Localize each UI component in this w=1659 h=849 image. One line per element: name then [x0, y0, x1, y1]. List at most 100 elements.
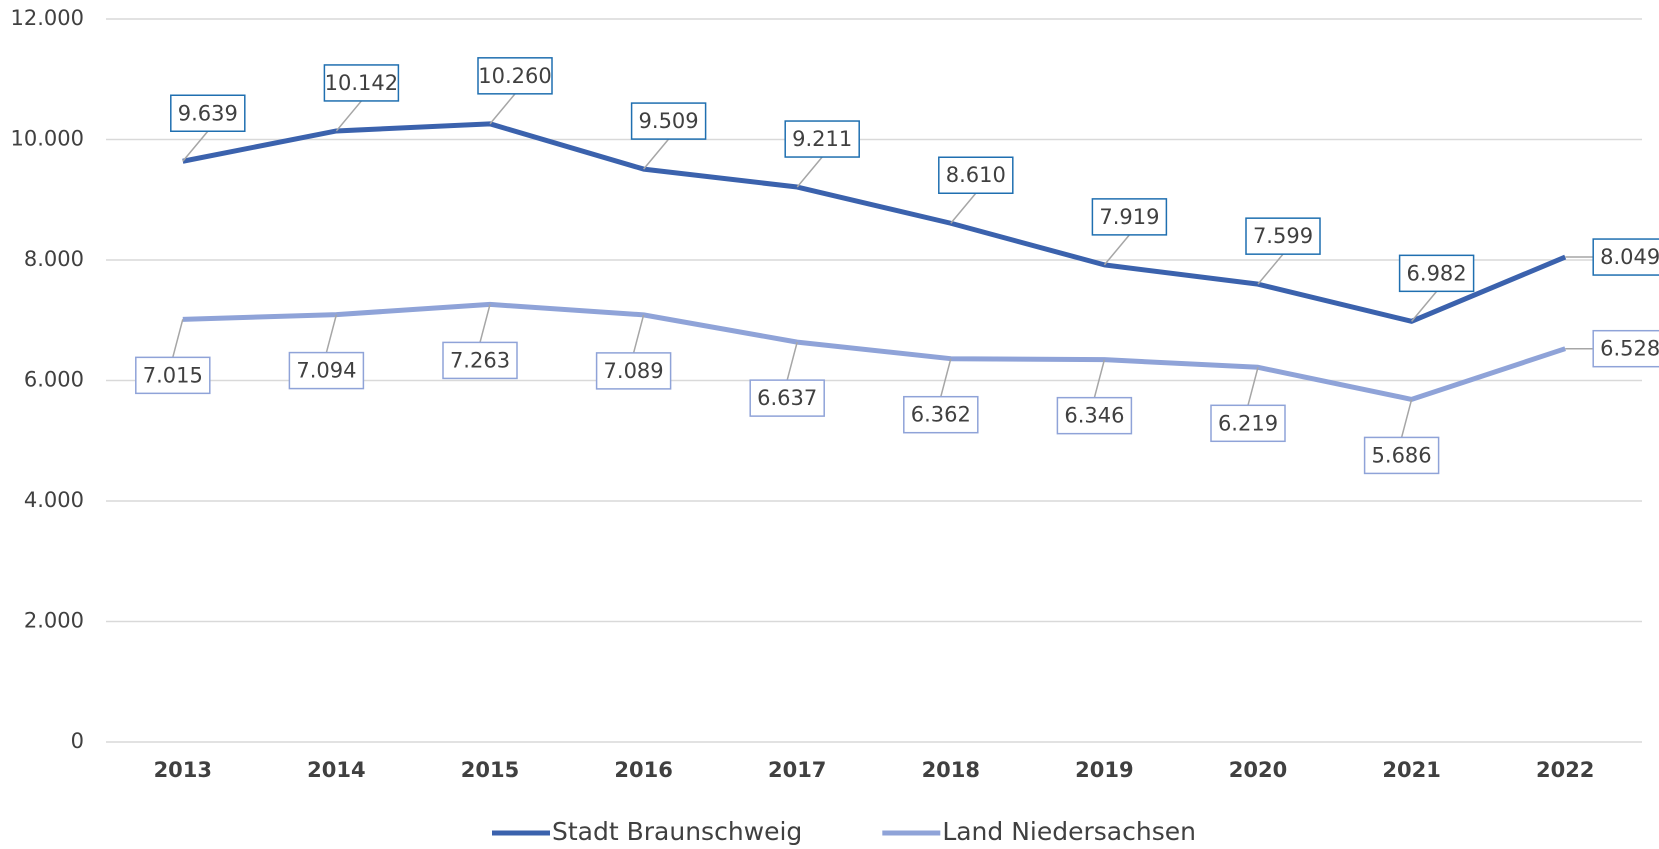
label-box — [1592, 329, 1659, 368]
data-label: 9.639 — [170, 94, 246, 162]
leader-line — [1093, 359, 1106, 398]
y-tick-label: 6.000 — [24, 368, 84, 392]
label-box — [784, 120, 860, 158]
y-tick-label: 2.000 — [24, 609, 84, 633]
label-box — [595, 352, 672, 390]
data-label: 10.142 — [323, 64, 400, 132]
x-tick-label: 2022 — [1536, 758, 1594, 782]
data-label: 9.509 — [630, 102, 707, 170]
y-tick-label: 0 — [71, 729, 84, 753]
data-label: 6.637 — [749, 341, 825, 417]
label-box — [1398, 254, 1475, 293]
y-tick-label: 10.000 — [11, 127, 84, 151]
value-label: 6.346 — [1064, 404, 1124, 428]
data-label: 6.528 — [1565, 329, 1659, 368]
leader-line — [479, 304, 491, 343]
y-tick-label: 12.000 — [11, 6, 84, 30]
line — [182, 301, 1566, 402]
data-label: 5.686 — [1363, 399, 1440, 475]
value-label: 5.686 — [1372, 443, 1432, 467]
data-label: 7.263 — [442, 304, 518, 380]
label-box — [903, 395, 979, 434]
x-tick-label: 2020 — [1229, 758, 1287, 782]
leader-line — [940, 358, 952, 397]
value-label: 6.982 — [1407, 261, 1467, 285]
data-label: 9.211 — [784, 120, 860, 188]
leader-line — [796, 156, 823, 188]
legend-label: Stadt Braunschweig — [552, 817, 802, 846]
data-label: 7.089 — [595, 314, 672, 390]
data-label: 8.049 — [1565, 238, 1659, 276]
x-tick-label: 2017 — [768, 758, 826, 782]
leader-line — [1103, 234, 1130, 266]
label-box — [477, 57, 553, 95]
x-tick-label: 2015 — [461, 758, 519, 782]
x-tick-label: 2014 — [307, 758, 365, 782]
value-label: 7.599 — [1253, 224, 1313, 248]
y-tick-label: 8.000 — [24, 247, 84, 271]
value-label: 10.260 — [478, 64, 551, 88]
label-box — [1056, 396, 1133, 435]
label-box — [1245, 217, 1321, 255]
label-box — [170, 94, 246, 133]
data-label: 6.982 — [1398, 254, 1475, 322]
x-tick-label: 2018 — [922, 758, 980, 782]
value-label: 7.089 — [604, 359, 664, 383]
x-tick-label: 2021 — [1382, 758, 1440, 782]
label-box — [288, 351, 365, 390]
leader-line — [1257, 253, 1284, 285]
legend: Stadt Braunschweig Land Niedersachsen — [492, 817, 1196, 846]
line — [182, 121, 1567, 324]
leader-line — [325, 314, 338, 353]
data-label: 7.094 — [288, 314, 365, 390]
value-label: 9.639 — [178, 101, 238, 125]
leader-line — [335, 100, 362, 132]
value-label: 6.528 — [1600, 337, 1659, 361]
value-label: 7.094 — [296, 359, 356, 383]
y-tick-label: 4.000 — [24, 488, 84, 512]
label-box — [1210, 404, 1286, 443]
leader-line — [1411, 290, 1438, 322]
value-label: 7.919 — [1099, 205, 1159, 229]
leader-line — [172, 319, 184, 358]
leader-line — [950, 192, 977, 224]
label-box — [1363, 436, 1440, 475]
data-label: 6.362 — [903, 358, 979, 434]
x-tick-label: 2013 — [154, 758, 212, 782]
data-label: 7.015 — [135, 319, 211, 395]
value-label: 9.211 — [792, 127, 852, 151]
leader-line — [1247, 367, 1259, 406]
x-tick-label: 2019 — [1075, 758, 1133, 782]
leader-line — [786, 341, 798, 381]
value-label: 9.509 — [639, 109, 699, 133]
label-box — [442, 341, 518, 380]
leader-line — [1400, 399, 1413, 438]
label-box — [749, 379, 825, 417]
legend-label: Land Niedersachsen — [942, 817, 1196, 846]
value-label: 10.142 — [325, 71, 398, 95]
value-label: 8.610 — [946, 163, 1006, 187]
label-box — [323, 64, 400, 102]
value-label: 8.049 — [1600, 245, 1659, 269]
label-box — [938, 156, 1014, 194]
data-label: 7.919 — [1091, 198, 1168, 266]
label-box — [135, 356, 211, 395]
label-box — [1592, 238, 1659, 276]
x-tick-label: 2016 — [614, 758, 672, 782]
leader-line — [643, 138, 670, 170]
leader-line — [632, 314, 645, 354]
label-box — [1091, 198, 1168, 236]
leader-line — [182, 130, 209, 162]
data-label: 6.219 — [1210, 367, 1286, 443]
data-label: 7.599 — [1245, 217, 1321, 285]
data-label: 6.346 — [1056, 359, 1133, 435]
value-label: 6.637 — [757, 386, 817, 410]
label-box — [630, 102, 707, 140]
data-label: 10.260 — [477, 57, 553, 125]
leader-line — [489, 93, 516, 125]
data-label: 8.610 — [938, 156, 1014, 224]
value-label: 6.219 — [1218, 411, 1278, 435]
value-label: 7.263 — [450, 348, 510, 372]
value-label: 7.015 — [143, 363, 203, 387]
